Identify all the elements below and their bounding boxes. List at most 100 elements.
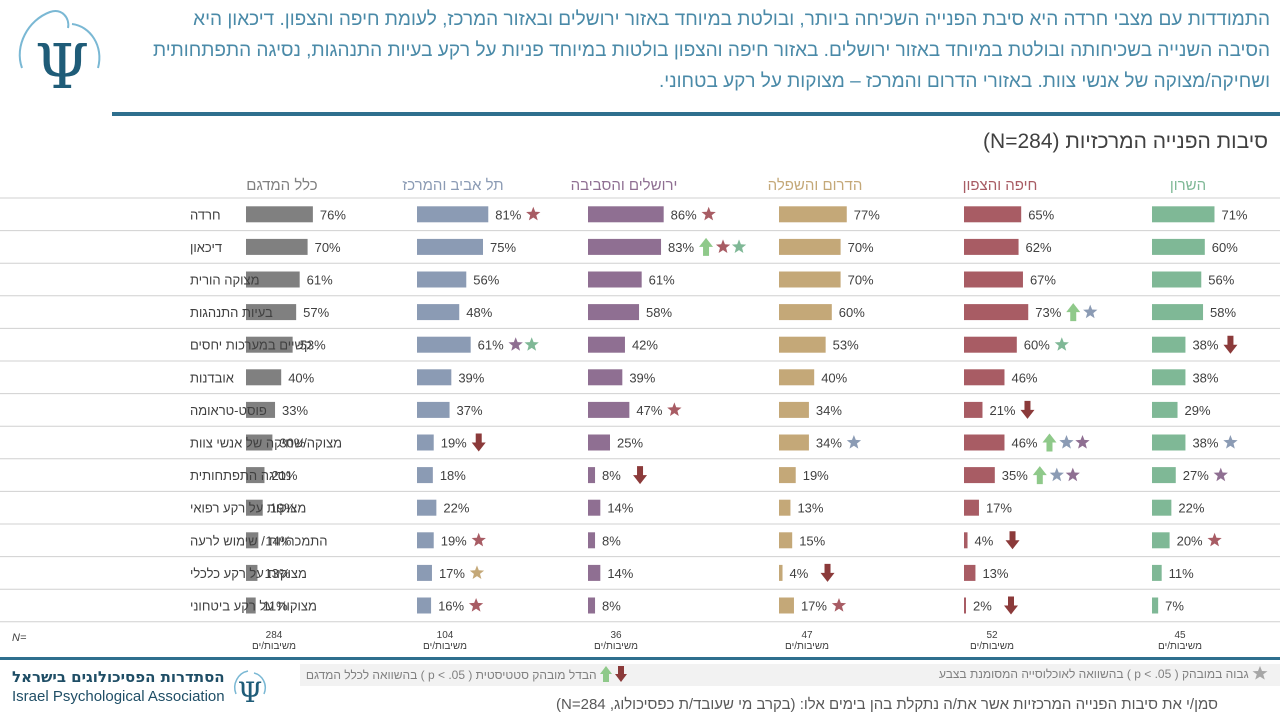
- star-icon: [526, 206, 541, 221]
- bar: [964, 532, 968, 549]
- value-label: 13%: [982, 566, 1008, 581]
- reasons-chart: השרון חיפה והצפון הדרום והשפלה ירושלים והסב…: [0, 177, 1280, 652]
- bar: [964, 206, 1022, 223]
- up-arrow-icon: [699, 237, 714, 256]
- value-label: 61%: [478, 338, 504, 353]
- down-arrow-icon: [1004, 596, 1018, 615]
- bar: [779, 336, 826, 353]
- star-icon: [846, 435, 862, 449]
- association-logo-icon: Ψ: [234, 670, 266, 708]
- bar: [417, 238, 483, 255]
- value-label: 18%: [440, 468, 466, 483]
- value-label: 19%: [441, 436, 467, 451]
- value-label: 15%: [799, 533, 825, 548]
- star-icon: [731, 239, 747, 253]
- value-label: 40%: [821, 370, 847, 385]
- star-icon: [1207, 532, 1222, 547]
- value-label: 75%: [490, 240, 516, 255]
- bar: [779, 564, 783, 581]
- respondents-label: משיבות/ים: [594, 641, 638, 652]
- value-label: 19%: [803, 468, 829, 483]
- category-label: בעיות התנהגות: [190, 305, 273, 320]
- bar: [417, 597, 432, 614]
- value-label: 17%: [801, 599, 827, 614]
- value-label: 8%: [602, 468, 621, 483]
- value-label: 30%: [279, 436, 305, 451]
- bar: [417, 401, 450, 418]
- value-label: 56%: [1208, 273, 1234, 288]
- bar: [588, 564, 601, 581]
- down-arrow-icon: [1020, 400, 1035, 419]
- bar: [417, 271, 467, 288]
- value-label: 53%: [300, 338, 326, 353]
- value-label: 13%: [797, 501, 823, 516]
- bar: [964, 369, 1005, 386]
- psi-logo-icon: Ψ: [18, 10, 101, 103]
- bar: [246, 238, 308, 255]
- category-label: מצוקות על רקע כלכלי: [190, 566, 307, 581]
- category-label: קשיים במערכות יחסים: [190, 338, 312, 353]
- value-label: 38%: [1192, 436, 1218, 451]
- star-icon: [1059, 435, 1074, 449]
- respondents-label: משיבות/ים: [252, 641, 296, 652]
- value-label: 38%: [1192, 338, 1218, 353]
- category-label: פוסט-טראומה: [190, 403, 267, 418]
- star-icon: [667, 402, 682, 416]
- respondent-count: 36: [610, 630, 622, 641]
- value-label: 65%: [1028, 207, 1054, 222]
- bar: [964, 564, 976, 581]
- star-icon: [1223, 435, 1238, 449]
- value-label: 17%: [439, 566, 465, 581]
- bar: [246, 467, 265, 484]
- category-label: מצוקה הורית: [190, 273, 260, 288]
- bar: [779, 434, 809, 451]
- header-divider: [112, 112, 1280, 116]
- category-label: חרדה: [190, 207, 221, 222]
- bar: [1152, 238, 1205, 255]
- series-header: כלל המדגם: [246, 177, 318, 194]
- series-header: השרון: [1170, 177, 1206, 194]
- value-label: 57%: [303, 305, 329, 320]
- bar: [779, 532, 793, 549]
- value-label: 19%: [270, 501, 296, 516]
- bar: [964, 238, 1019, 255]
- legend-star-text: גבוה במובהק ( p < .05 ) בהשוואה לאוכלוסי…: [938, 667, 1249, 681]
- bar: [417, 369, 452, 386]
- bar: [1152, 597, 1159, 614]
- bar: [964, 499, 979, 516]
- value-label: 58%: [646, 305, 672, 320]
- bar: [246, 304, 297, 321]
- value-label: 8%: [602, 599, 621, 614]
- down-arrow-icon: [820, 563, 835, 582]
- category-label: דיכאון: [190, 240, 222, 255]
- bar: [779, 206, 847, 223]
- category-label: התמכרויות / שימוש לרעה: [190, 533, 328, 548]
- bar: [964, 304, 1029, 321]
- down-arrow-icon: [471, 433, 486, 452]
- value-label: 16%: [438, 599, 464, 614]
- survey-question: סמן/י את סיבות הפנייה המרכזיות אשר את/ה …: [556, 696, 1218, 713]
- chart-title: סיבות הפנייה המרכזיות (N=284): [983, 130, 1268, 153]
- bar: [246, 597, 256, 614]
- bar: [417, 434, 434, 451]
- bar: [964, 434, 1005, 451]
- value-label: 22%: [1178, 501, 1204, 516]
- value-label: 37%: [457, 403, 483, 418]
- bar: [1152, 434, 1186, 451]
- category-label: נסיגה התפתחותית: [190, 468, 291, 483]
- value-label: 27%: [1183, 468, 1209, 483]
- bar: [1152, 564, 1162, 581]
- value-label: 13%: [264, 566, 290, 581]
- bar: [246, 434, 273, 451]
- bar: [417, 499, 437, 516]
- bar: [1152, 401, 1178, 418]
- star-icon: [524, 337, 539, 351]
- value-label: 19%: [441, 533, 467, 548]
- value-label: 70%: [848, 240, 874, 255]
- value-label: 61%: [307, 273, 333, 288]
- bar: [779, 271, 841, 288]
- star-icon: [508, 337, 523, 351]
- bar: [588, 206, 664, 223]
- value-label: 20%: [1177, 533, 1203, 548]
- down-arrow-icon: [633, 466, 648, 485]
